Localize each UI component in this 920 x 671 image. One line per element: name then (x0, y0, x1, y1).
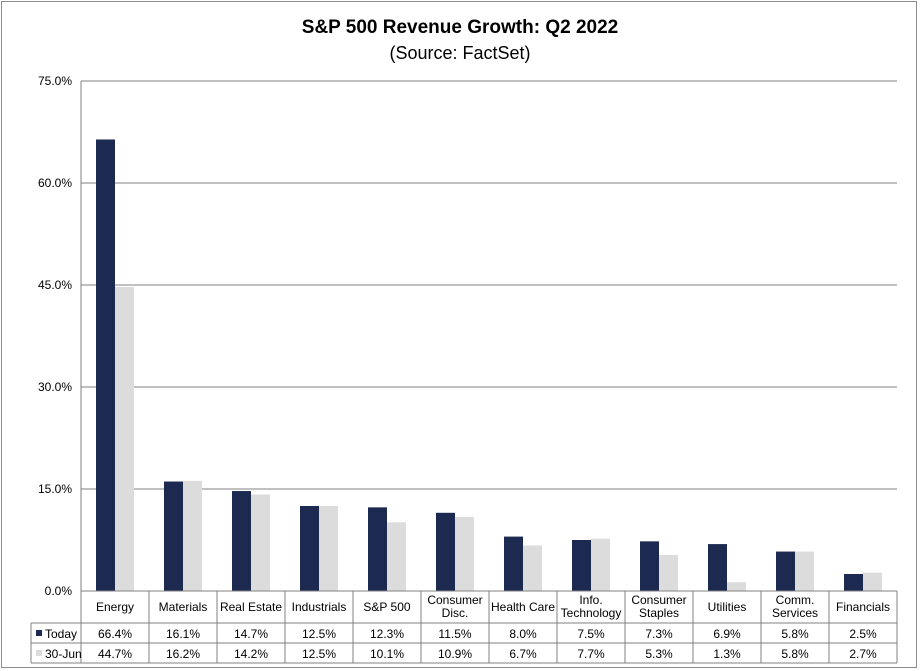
data-label: 12.3% (370, 627, 404, 641)
data-label: 14.7% (234, 627, 268, 641)
data-label: 6.7% (509, 647, 537, 661)
bar-30-jun (523, 545, 542, 591)
bar-30-jun (863, 572, 882, 591)
data-label: 5.8% (781, 627, 809, 641)
x-tick-label: Technology (561, 606, 622, 620)
bar-30-jun (591, 538, 610, 591)
bar-today (368, 507, 387, 591)
bar-30-jun (795, 551, 814, 591)
x-tick-label: Disc. (442, 606, 469, 620)
x-tick-label: Health Care (491, 600, 555, 614)
bar-30-jun (183, 480, 202, 591)
bar-today (640, 541, 659, 591)
data-label: 2.7% (849, 647, 877, 661)
legend-swatch-today (36, 630, 42, 636)
bar-today (436, 512, 455, 591)
data-label: 6.9% (713, 627, 741, 641)
x-tick-label: S&P 500 (363, 600, 410, 614)
data-label: 16.2% (166, 647, 200, 661)
x-tick-label: Info. (579, 593, 602, 607)
x-tick-label: Consumer (427, 593, 482, 607)
legend-swatch-30-jun (36, 650, 42, 656)
data-label: 12.5% (302, 647, 336, 661)
bar-today (300, 506, 319, 591)
data-label: 7.5% (577, 627, 605, 641)
data-label: 1.3% (713, 647, 741, 661)
bar-30-jun (455, 516, 474, 591)
bar-30-jun (115, 287, 134, 591)
data-label: 7.3% (645, 627, 673, 641)
data-label: 12.5% (302, 627, 336, 641)
data-label: 5.8% (781, 647, 809, 661)
data-label: 10.9% (438, 647, 472, 661)
y-tick-label: 75.0% (38, 74, 72, 88)
data-label: 8.0% (509, 627, 537, 641)
y-tick-label: 30.0% (38, 380, 72, 394)
x-tick-label: Consumer (631, 593, 686, 607)
x-tick-label: Financials (836, 600, 890, 614)
bar-today (844, 574, 863, 591)
x-tick-label: Real Estate (220, 600, 282, 614)
bar-today (96, 139, 115, 592)
x-tick-label: Utilities (708, 600, 747, 614)
bar-today (708, 544, 727, 591)
bar-30-jun (727, 582, 746, 591)
bar-today (164, 481, 183, 591)
bar-today (504, 536, 523, 591)
bar-today (232, 491, 251, 591)
bar-today (572, 540, 591, 591)
y-tick-label: 15.0% (38, 482, 72, 496)
legend-label: Today (45, 627, 77, 641)
x-tick-label: Services (772, 606, 818, 620)
y-tick-label: 45.0% (38, 278, 72, 292)
data-label: 5.3% (645, 647, 673, 661)
legend-label: 30-Jun (45, 647, 82, 661)
data-label: 16.1% (166, 627, 200, 641)
x-tick-label: Comm. (776, 593, 815, 607)
x-tick-label: Industrials (292, 600, 347, 614)
y-tick-label: 60.0% (38, 176, 72, 190)
data-label: 7.7% (577, 647, 605, 661)
chart-subtitle: (Source: FactSet) (389, 43, 531, 63)
bar-today (776, 551, 795, 591)
x-tick-label: Energy (96, 600, 134, 614)
bar-30-jun (659, 554, 678, 591)
data-label: 11.5% (438, 627, 471, 641)
bar-30-jun (319, 506, 338, 591)
bar-30-jun (387, 522, 406, 591)
data-label: 14.2% (234, 647, 268, 661)
x-tick-label: Staples (639, 606, 679, 620)
bar-30-jun (251, 494, 270, 591)
data-label: 10.1% (370, 647, 404, 661)
chart-title: S&P 500 Revenue Growth: Q2 2022 (301, 17, 619, 38)
y-tick-label: 0.0% (45, 584, 73, 598)
data-label: 44.7% (98, 647, 132, 661)
data-label: 66.4% (98, 627, 132, 641)
x-tick-label: Materials (159, 600, 208, 614)
data-label: 2.5% (849, 627, 877, 641)
